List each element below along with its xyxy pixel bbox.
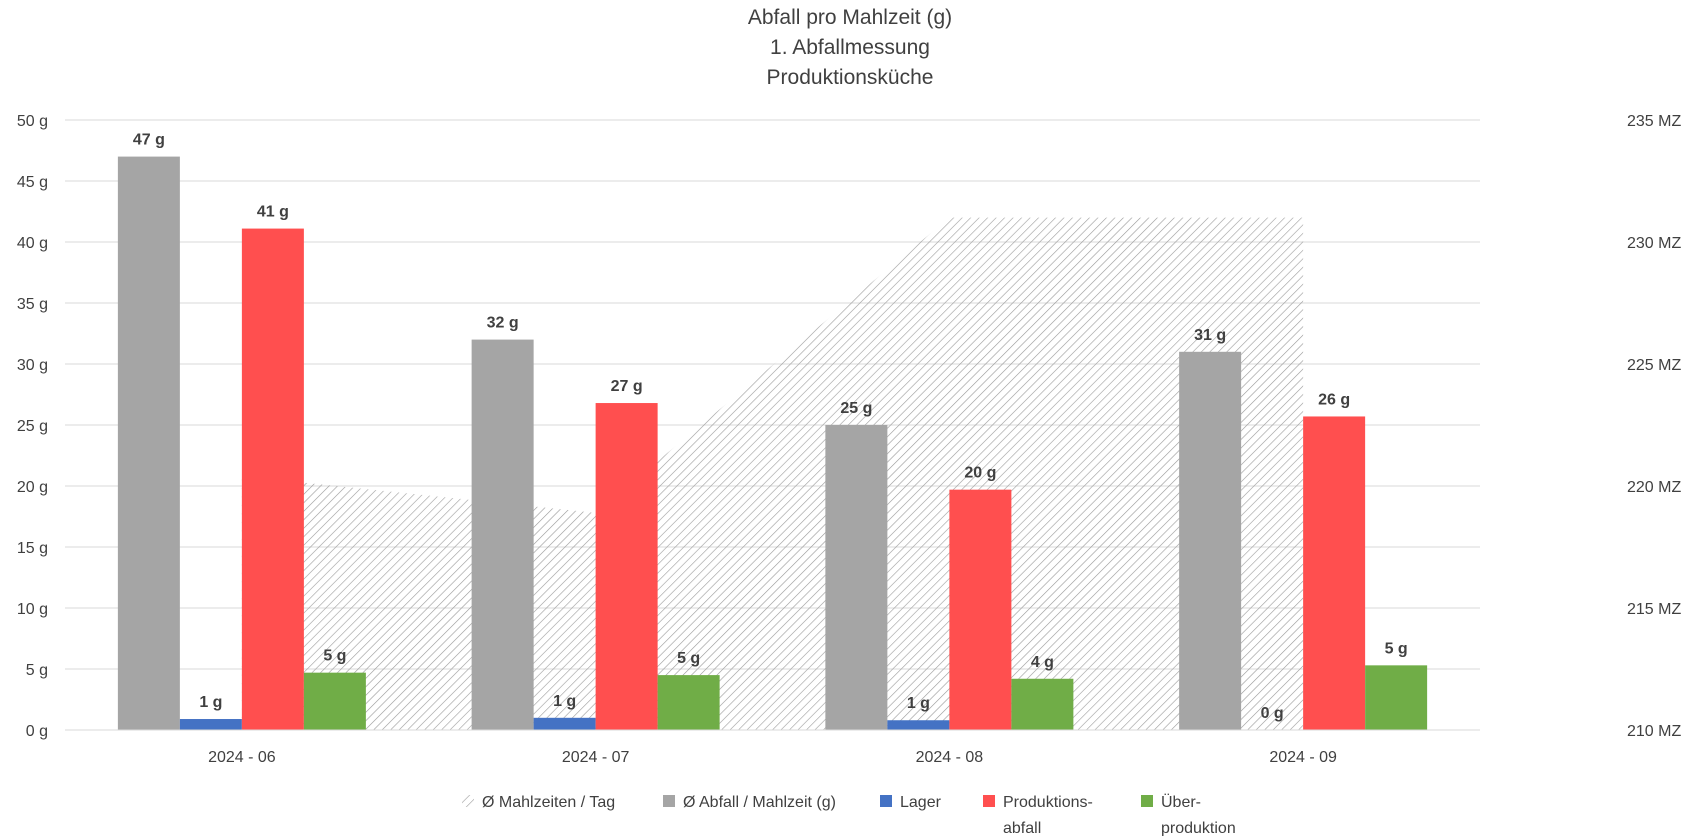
data-label: 47 g bbox=[133, 132, 165, 149]
legend-label: Ø Abfall / Mahlzeit (g) bbox=[683, 794, 836, 811]
left-axis-tick-label: 10 g bbox=[17, 601, 48, 618]
x-axis-tick-label: 2024 - 06 bbox=[208, 749, 276, 766]
chart-title-line-2: 1. Abfallmessung bbox=[770, 36, 930, 59]
legend-label: Über- bbox=[1161, 793, 1201, 811]
bar bbox=[1179, 351, 1242, 730]
left-axis-tick-label: 30 g bbox=[17, 357, 48, 374]
legend-item: Ø Mahlzeiten / Tag bbox=[462, 794, 615, 811]
data-label: 1 g bbox=[199, 694, 222, 711]
bar bbox=[179, 719, 242, 730]
x-axis-tick-label: 2024 - 09 bbox=[1269, 749, 1337, 766]
bar bbox=[117, 156, 180, 731]
legend-item: Produktions-abfall bbox=[983, 794, 1093, 836]
left-axis-tick-label: 45 g bbox=[17, 174, 48, 191]
right-axis-tick-label: 215 MZ bbox=[1627, 601, 1681, 618]
data-label: 0 g bbox=[1261, 705, 1284, 722]
legend-swatch bbox=[983, 795, 995, 807]
data-label: 5 g bbox=[677, 650, 700, 667]
data-label: 32 g bbox=[487, 315, 519, 332]
chart-title: Abfall pro Mahlzeit (g) 1. Abfallmessung… bbox=[748, 6, 952, 89]
legend-label: Lager bbox=[900, 794, 942, 811]
data-label: 5 g bbox=[323, 648, 346, 665]
legend-swatch bbox=[462, 795, 474, 807]
legend-label: Produktions- bbox=[1003, 794, 1093, 811]
chart-title-line-1: Abfall pro Mahlzeit (g) bbox=[748, 6, 952, 29]
legend-item: Über-produktion bbox=[1141, 793, 1236, 836]
meals-per-day-area bbox=[241, 217, 1304, 731]
data-label: 1 g bbox=[907, 695, 930, 712]
data-label: 4 g bbox=[1031, 654, 1054, 671]
chart-title-line-3: Produktionsküche bbox=[767, 66, 934, 89]
x-axis-tick-label: 2024 - 08 bbox=[916, 749, 984, 766]
bar bbox=[887, 720, 950, 730]
bar bbox=[1303, 416, 1366, 730]
left-axis-tick-label: 15 g bbox=[17, 540, 48, 557]
data-label: 5 g bbox=[1385, 640, 1408, 657]
left-axis-tick-label: 25 g bbox=[17, 418, 48, 435]
bar bbox=[657, 675, 720, 730]
right-axis-tick-label: 225 MZ bbox=[1627, 357, 1681, 374]
right-axis-tick-label: 210 MZ bbox=[1627, 723, 1681, 740]
left-axis-tick-label: 20 g bbox=[17, 479, 48, 496]
legend: Ø Mahlzeiten / Tag Ø Abfall / Mahlzeit (g… bbox=[462, 793, 1236, 836]
bar bbox=[1011, 678, 1074, 730]
meals-per-day-area-shape bbox=[241, 217, 1304, 731]
bars bbox=[117, 156, 1428, 731]
left-axis-tick-label: 40 g bbox=[17, 235, 48, 252]
right-axis-tick-label: 230 MZ bbox=[1627, 235, 1681, 252]
data-label: 26 g bbox=[1318, 391, 1350, 408]
legend-swatch bbox=[880, 795, 892, 807]
data-labels: 47 g 1 g 41 g 5 g 32 g 1 g 27 g 5 g 25 g 1 g 20 g 4… bbox=[133, 132, 1408, 722]
legend-swatch bbox=[1141, 795, 1153, 807]
left-axis: 0 g 5 g 10 g 15 g 20 g 25 g 30 g 35 g 40 g 45 g 50… bbox=[17, 113, 48, 740]
data-label: 31 g bbox=[1194, 327, 1226, 344]
left-axis-tick-label: 0 g bbox=[26, 723, 48, 740]
bar bbox=[949, 489, 1012, 730]
bar bbox=[1365, 665, 1428, 730]
bar bbox=[303, 672, 366, 730]
legend-label: Ø Mahlzeiten / Tag bbox=[482, 794, 615, 811]
legend-item: Lager bbox=[880, 794, 942, 811]
right-axis: 210 MZ 215 MZ 220 MZ 225 MZ 230 MZ 235 MZ bbox=[1627, 113, 1681, 740]
left-axis-tick-label: 35 g bbox=[17, 296, 48, 313]
data-label: 1 g bbox=[553, 693, 576, 710]
bar bbox=[595, 403, 658, 730]
bar bbox=[471, 339, 534, 730]
legend-item: Ø Abfall / Mahlzeit (g) bbox=[663, 794, 836, 811]
left-axis-tick-label: 5 g bbox=[26, 662, 48, 679]
legend-label: produktion bbox=[1161, 820, 1236, 836]
bar bbox=[533, 717, 596, 730]
legend-swatch bbox=[663, 795, 675, 807]
legend-label: abfall bbox=[1003, 820, 1041, 836]
bar bbox=[825, 425, 888, 730]
left-axis-tick-label: 50 g bbox=[17, 113, 48, 130]
data-label: 27 g bbox=[611, 378, 643, 395]
x-axis: 2024 - 06 2024 - 07 2024 - 08 2024 - 09 bbox=[65, 729, 1480, 766]
x-axis-tick-label: 2024 - 07 bbox=[562, 749, 630, 766]
data-label: 20 g bbox=[964, 465, 996, 482]
bar bbox=[241, 228, 304, 730]
right-axis-tick-label: 220 MZ bbox=[1627, 479, 1681, 496]
data-label: 41 g bbox=[257, 204, 289, 221]
data-label: 25 g bbox=[840, 400, 872, 417]
right-axis-tick-label: 235 MZ bbox=[1627, 113, 1681, 130]
